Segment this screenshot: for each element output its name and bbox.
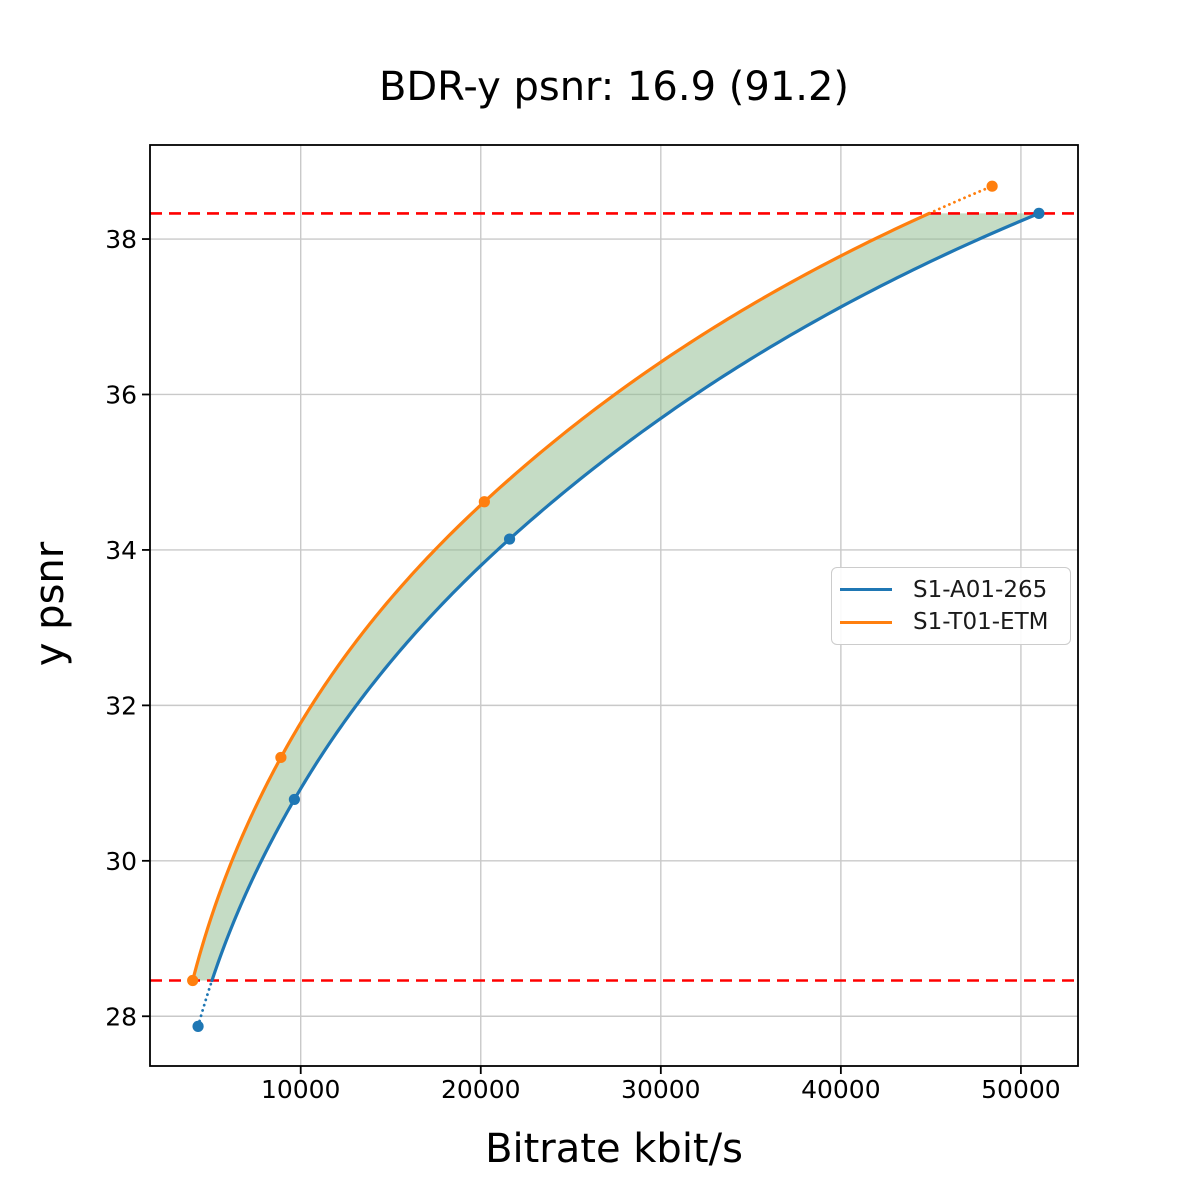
chart-title: BDR-y psnr: 16.9 (91.2) (378, 64, 850, 110)
plot-border (149, 144, 1079, 1067)
legend: S1-A01-265 S1-T01-ETM (831, 567, 1071, 645)
y-tick-label: 32 (105, 691, 137, 720)
y-tick-label: 38 (105, 225, 137, 254)
data-point-marker (192, 1020, 204, 1032)
x-tick-label: 30000 (621, 1075, 701, 1104)
legend-label: S1-A01-265 (913, 576, 1048, 603)
legend-line-sample-icon (840, 620, 892, 624)
y-axis-label: y psnr (27, 541, 73, 667)
data-point-marker (503, 533, 516, 545)
data-point-marker (478, 496, 490, 508)
legend-item-s1-t01-etm: S1-T01-ETM (840, 609, 1062, 635)
legend-item-s1-a01-265: S1-A01-265 (840, 577, 1062, 603)
data-point-marker (986, 180, 998, 192)
series-line-dotted-s1-t01-etm (927, 184, 994, 215)
x-axis-label: Bitrate kbit/s (485, 1126, 743, 1172)
x-tick-label: 20000 (441, 1075, 521, 1104)
legend-line-sample-icon (840, 588, 892, 592)
y-tick-label: 28 (105, 1002, 137, 1031)
legend-label: S1-T01-ETM (913, 609, 1049, 636)
data-point-marker (288, 793, 301, 806)
y-tick-label: 30 (105, 847, 137, 876)
x-tick-label: 40000 (801, 1075, 881, 1104)
series-line-s1-a01-265 (210, 211, 1041, 983)
series-line-s1-t01-etm (191, 211, 931, 983)
y-tick-label: 34 (105, 536, 137, 565)
data-point-marker (1033, 207, 1045, 219)
data-point-marker (275, 751, 287, 764)
data-point-marker (187, 974, 199, 987)
y-tick-label: 36 (105, 380, 137, 409)
series-line-dotted-s1-a01-265 (196, 979, 214, 1028)
x-tick-label: 50000 (981, 1075, 1061, 1104)
x-tick-label: 10000 (261, 1075, 341, 1104)
